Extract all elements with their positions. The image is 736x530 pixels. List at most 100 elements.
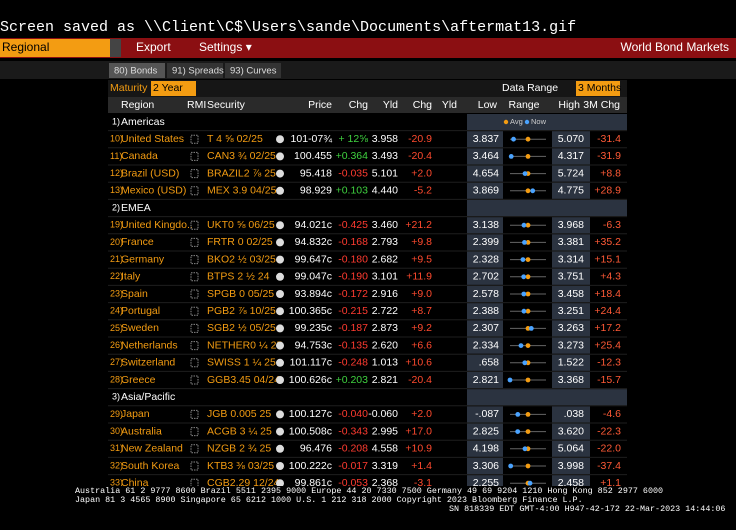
- region[interactable]: China: [121, 477, 149, 489]
- security-icon[interactable]: [276, 135, 284, 144]
- security-icon[interactable]: [276, 479, 284, 488]
- security[interactable]: SWISS 1 ¼ 25: [207, 357, 276, 369]
- security[interactable]: BKO2 ½ 03/25: [207, 253, 276, 265]
- avg-marker: [525, 154, 531, 159]
- dropdown[interactable]: [0, 39, 110, 57]
- security[interactable]: JGB 0.005 25: [207, 408, 271, 420]
- menu-item[interactable]: Export: [136, 40, 171, 54]
- security-icon[interactable]: [276, 427, 284, 436]
- security-icon[interactable]: [276, 376, 284, 384]
- region[interactable]: Spain: [121, 288, 148, 300]
- region[interactable]: Portugal: [121, 305, 160, 317]
- region[interactable]: Germany: [121, 253, 165, 265]
- region[interactable]: South Korea: [121, 460, 180, 472]
- dropdown-arrow[interactable]: [110, 39, 121, 57]
- security[interactable]: CGB2.29 12/24: [207, 477, 280, 489]
- low: 3.138: [473, 219, 499, 231]
- region[interactable]: Canada: [121, 150, 158, 162]
- range-box[interactable]: [576, 81, 620, 96]
- region[interactable]: Sweden: [121, 322, 159, 334]
- row-number[interactable]: 24): [110, 306, 123, 316]
- security[interactable]: SPGB 0 05/25: [207, 288, 274, 300]
- yield: 3.493: [372, 150, 398, 162]
- row-number[interactable]: 29): [110, 409, 123, 419]
- row-number[interactable]: 33): [110, 478, 123, 488]
- row-number[interactable]: 11): [110, 151, 122, 161]
- security-icon[interactable]: [276, 169, 284, 178]
- maturity-value[interactable]: 2 Year: [153, 82, 183, 94]
- row-number[interactable]: 20): [110, 237, 123, 247]
- tab-label[interactable]: 93) Curves: [230, 66, 277, 77]
- tab[interactable]: [225, 63, 281, 78]
- security-icon[interactable]: [276, 186, 284, 195]
- tab[interactable]: [167, 63, 223, 78]
- rmi-box: [190, 409, 199, 419]
- security[interactable]: FRTR 0 02/25: [207, 236, 273, 248]
- row-number[interactable]: 12): [110, 168, 123, 178]
- region[interactable]: Japan: [121, 408, 150, 420]
- range-legend: Avg: [510, 117, 523, 126]
- row-number[interactable]: 19): [110, 220, 123, 230]
- security-icon[interactable]: [276, 152, 284, 161]
- region[interactable]: Switzerland: [121, 357, 175, 369]
- security[interactable]: NETHER0 ¼ 25: [207, 339, 282, 351]
- security-icon[interactable]: [276, 255, 284, 264]
- security-icon[interactable]: [276, 307, 284, 316]
- tab-label[interactable]: 80) Bonds: [114, 66, 158, 77]
- security[interactable]: MEX 3.9 04/25: [207, 185, 277, 197]
- row-number[interactable]: 32): [110, 460, 123, 470]
- security[interactable]: BRAZIL2 ⅞ 25: [207, 167, 276, 179]
- row-number[interactable]: 31): [110, 443, 123, 453]
- security-icon[interactable]: [276, 341, 284, 350]
- high: 3.751: [558, 271, 584, 283]
- security[interactable]: T 4 ⅝ 02/25: [207, 133, 263, 145]
- region[interactable]: United States: [121, 133, 184, 145]
- security-icon[interactable]: [276, 444, 284, 453]
- row-number[interactable]: 21): [110, 254, 123, 264]
- row-number[interactable]: 23): [110, 288, 123, 298]
- security[interactable]: SGB2 ½ 05/25: [207, 322, 276, 334]
- security[interactable]: ACGB 3 ¼ 25: [207, 425, 272, 437]
- row-number[interactable]: 26): [110, 340, 123, 350]
- security[interactable]: NZGB 2 ¾ 25: [207, 443, 271, 455]
- region[interactable]: United Kingdo..: [121, 219, 193, 231]
- security-icon[interactable]: [276, 221, 284, 230]
- security-icon[interactable]: [276, 462, 284, 470]
- security-icon[interactable]: [276, 290, 284, 298]
- row-number[interactable]: 22): [110, 271, 123, 281]
- security[interactable]: GGB3.45 04/24: [207, 374, 280, 386]
- region[interactable]: Greece: [121, 374, 156, 386]
- maturity-box[interactable]: [151, 81, 196, 96]
- security-icon[interactable]: [276, 272, 284, 281]
- security-icon[interactable]: [276, 324, 284, 333]
- region[interactable]: Brazil (USD): [121, 167, 179, 179]
- row-number[interactable]: 10): [110, 134, 123, 144]
- region[interactable]: France: [121, 236, 154, 248]
- security[interactable]: CAN3 ¾ 02/25: [207, 150, 276, 162]
- menu-item[interactable]: Settings ▾: [199, 40, 252, 54]
- tab-label[interactable]: 91) Spreads: [172, 66, 224, 77]
- security-icon[interactable]: [276, 410, 284, 419]
- price-change: -0.248: [338, 357, 368, 369]
- row-number[interactable]: 25): [110, 323, 123, 333]
- rmi-box: [190, 358, 199, 368]
- range-value[interactable]: 3 Months: [578, 82, 621, 94]
- row-number[interactable]: 28): [110, 374, 123, 384]
- row-number[interactable]: 27): [110, 357, 123, 367]
- row-number[interactable]: 13): [110, 185, 123, 195]
- security[interactable]: KTB3 ⅜ 03/25: [207, 460, 274, 472]
- security[interactable]: BTPS 2 ½ 24: [207, 271, 270, 283]
- now-marker: [527, 480, 533, 486]
- security-icon[interactable]: [276, 358, 284, 367]
- region[interactable]: Netherlands: [121, 339, 178, 351]
- region[interactable]: New Zealand: [121, 443, 183, 455]
- security[interactable]: UKT0 ⅝ 06/25: [207, 219, 275, 231]
- dropdown-label[interactable]: Regional: [2, 40, 49, 54]
- region[interactable]: Italy: [121, 271, 141, 283]
- security[interactable]: PGB2 ⅞ 10/25: [207, 305, 276, 317]
- security-icon[interactable]: [276, 238, 284, 247]
- region[interactable]: Mexico (USD): [121, 185, 186, 197]
- row-number[interactable]: 30): [110, 426, 123, 436]
- tab[interactable]: [109, 63, 165, 78]
- region[interactable]: Australia: [121, 425, 162, 437]
